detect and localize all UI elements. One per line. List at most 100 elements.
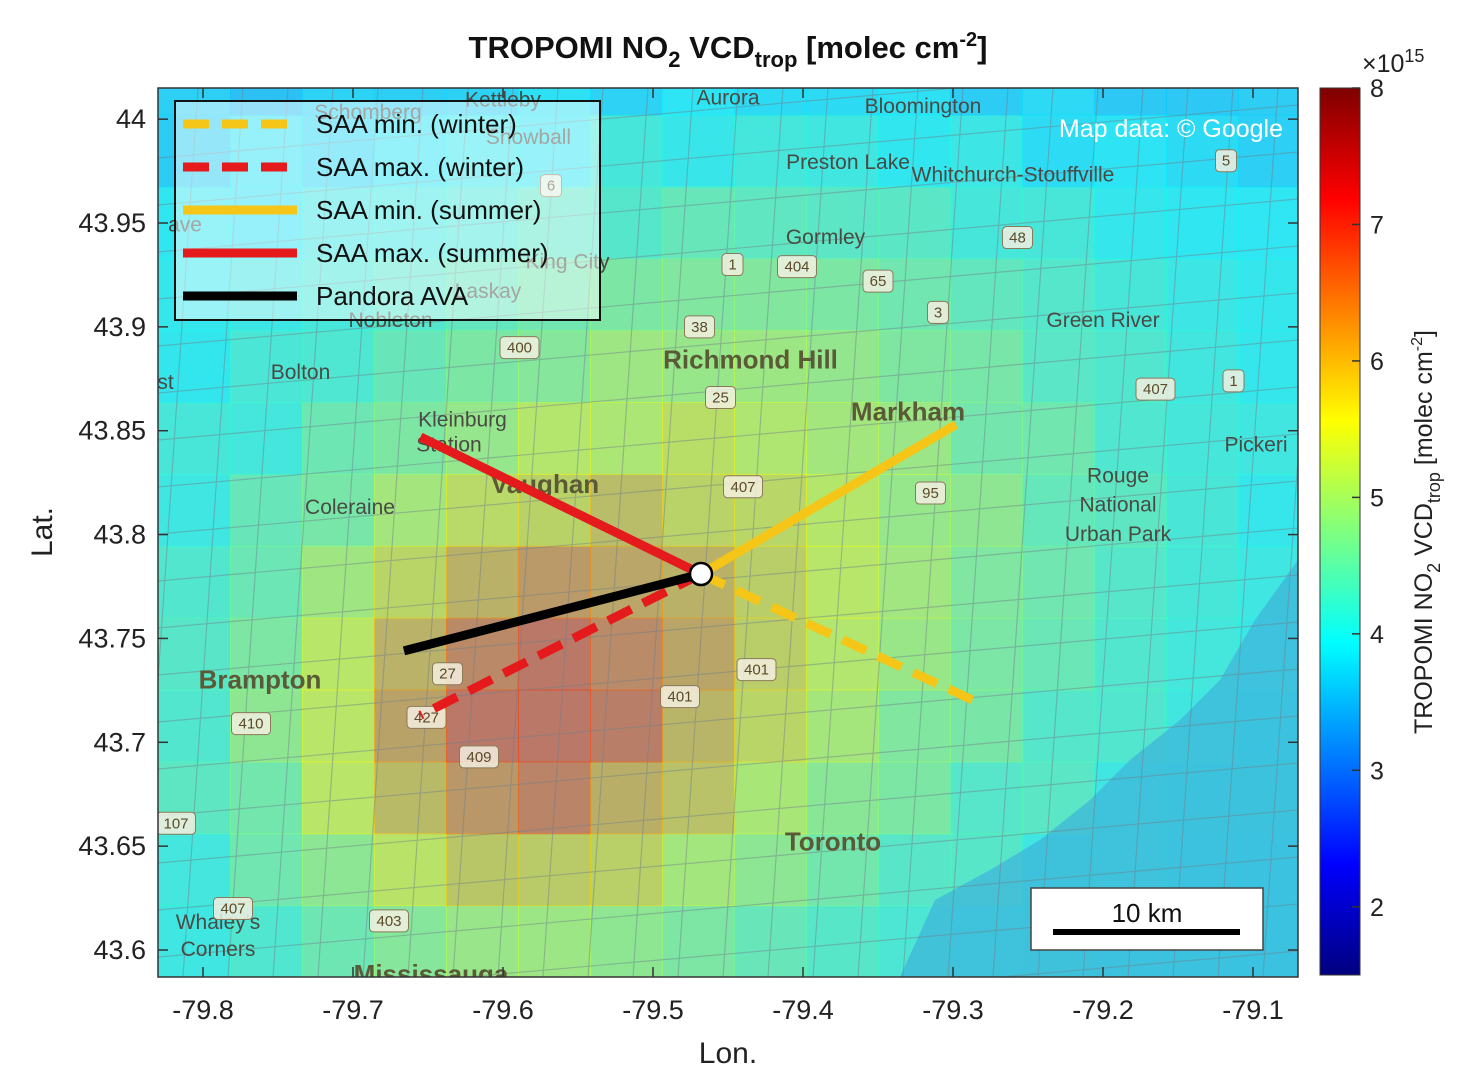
no2-pixel <box>590 88 663 116</box>
no2-pixel <box>1094 186 1167 260</box>
town-label: Bloomington <box>865 95 982 118</box>
no2-pixel <box>734 545 807 619</box>
no2-pixel <box>1022 617 1095 691</box>
x-tick-label: -79.6 <box>472 995 534 1025</box>
town-label: Urban Park <box>1065 523 1172 546</box>
no2-pixel <box>806 761 879 835</box>
highway-shield: 65 <box>862 269 894 293</box>
no2-pixel <box>374 545 447 619</box>
no2-pixel <box>302 402 375 475</box>
no2-pixel <box>662 114 735 188</box>
no2-pixel <box>590 905 663 977</box>
highway-number: 25 <box>712 389 729 406</box>
no2-pixel <box>950 545 1023 619</box>
no2-pixel <box>1238 402 1298 475</box>
highway-shield: 5 <box>1215 149 1237 173</box>
legend-label: SAA min. (winter) <box>316 109 517 139</box>
no2-pixel <box>1166 545 1239 619</box>
legend-label: SAA max. (summer) <box>316 238 549 268</box>
shield-outline <box>1135 377 1176 401</box>
road <box>1082 88 1144 977</box>
highway-shield: 38 <box>684 315 715 339</box>
no2-pixel <box>1094 88 1167 116</box>
no2-pixel <box>1022 258 1095 332</box>
no2-pixel <box>734 689 807 763</box>
no2-pixel <box>302 905 375 977</box>
highway-number: 403 <box>376 913 401 930</box>
road <box>158 245 1298 347</box>
road <box>158 574 1298 676</box>
highway-number: 410 <box>238 716 263 733</box>
road <box>632 88 694 977</box>
road <box>158 292 1298 394</box>
no2-pixel <box>590 761 663 835</box>
no2-pixel <box>302 833 375 907</box>
no2-pixel <box>518 833 591 907</box>
legend-label: SAA min. (summer) <box>316 195 541 225</box>
road <box>158 621 1298 723</box>
no2-pixel <box>806 330 879 404</box>
no2-pixel <box>1094 114 1167 188</box>
highway-number: 404 <box>784 259 809 276</box>
highway-shield: 48 <box>1002 226 1033 250</box>
highway-number: 407 <box>730 479 755 496</box>
shield-outline <box>736 658 777 682</box>
no2-pixel <box>878 761 951 835</box>
no2-pixel <box>518 761 591 835</box>
road <box>767 88 829 977</box>
highway-shield: 27 <box>432 662 463 686</box>
no2-pixel <box>374 330 447 404</box>
highway-number: 5 <box>1222 153 1230 170</box>
colorbar: 2 3 4 5 6 7 8 ×1015 TROPOMI NO2 VCDtrop [molec… <box>1319 46 1444 976</box>
road <box>1172 88 1234 977</box>
no2-pixel <box>806 905 879 977</box>
no2-pixel <box>230 545 303 619</box>
colorbar-tick-label: 2 <box>1370 894 1384 922</box>
no2-pixel <box>1022 186 1095 260</box>
no2-pixel <box>734 186 807 260</box>
legend-entry: SAA max. (summer) <box>183 238 549 268</box>
chart-title: TROPOMI NO2 VCDtrop [molec cm-2] <box>469 29 988 72</box>
road <box>158 527 1298 629</box>
no2-pixel <box>1022 114 1095 188</box>
no2-pixel <box>878 545 951 619</box>
y-axis-label: Lat. <box>26 507 59 557</box>
no2-pixel <box>950 114 1023 188</box>
no2-pixel <box>662 473 735 547</box>
shield-outline <box>684 315 715 339</box>
no2-pixel <box>662 833 735 907</box>
highway-shield: 407 <box>723 475 763 499</box>
road <box>947 88 1009 977</box>
pandora-site-marker <box>688 561 714 587</box>
legend-entry: Pandora AVA <box>183 281 469 311</box>
series-line <box>402 569 703 656</box>
road <box>857 88 919 977</box>
no2-pixel <box>734 833 807 907</box>
no2-pixel <box>662 88 735 116</box>
no2-pixel <box>590 114 663 188</box>
no2-pixel <box>302 617 375 691</box>
town-label: Coleraine <box>305 496 395 519</box>
no2-pixel <box>1166 88 1239 116</box>
no2-pixel <box>1166 402 1239 475</box>
town-label: st <box>157 371 174 394</box>
highway-shield: 409 <box>459 745 499 769</box>
x-tick-label: -79.2 <box>1072 995 1134 1025</box>
highway-number: 38 <box>691 319 708 336</box>
no2-pixel <box>518 905 591 977</box>
no2-pixel <box>950 88 1023 116</box>
highway-number: 3 <box>934 304 942 321</box>
no2-pixel <box>878 330 951 404</box>
no2-pixel <box>302 473 375 547</box>
no2-pixel <box>446 545 519 619</box>
town-label: Rouge <box>1087 465 1149 488</box>
no2-pixel <box>1094 258 1167 332</box>
no2-pixel <box>1094 545 1167 619</box>
shield-outline <box>915 481 946 505</box>
map-area[interactable]: AuroraBloomingtonSnowballSchombergKettle… <box>138 43 1323 1051</box>
highway-number: 1 <box>728 257 736 274</box>
colorbar-ticks: 2 3 4 5 6 7 8 <box>1352 75 1384 922</box>
series-line <box>418 432 703 579</box>
town-label: Aurora <box>696 87 759 110</box>
no2-pixel <box>662 905 735 977</box>
